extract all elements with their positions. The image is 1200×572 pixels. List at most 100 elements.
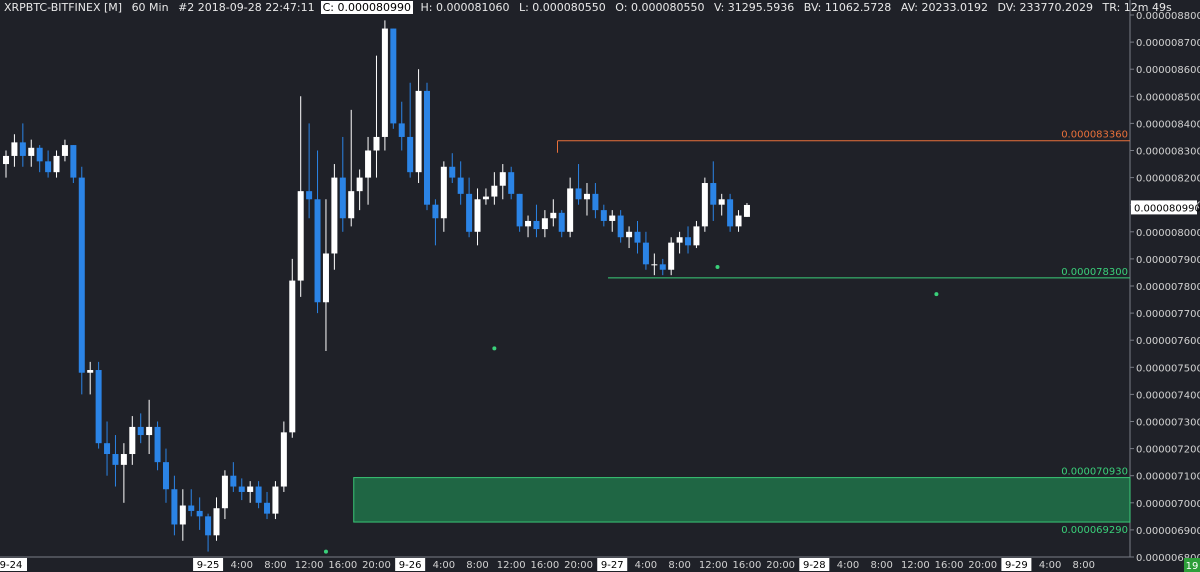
candle[interactable]	[398, 101, 405, 151]
candle[interactable]	[289, 258, 296, 438]
candle[interactable]	[390, 28, 397, 129]
candle[interactable]	[95, 361, 102, 449]
resistance-level[interactable]: 0.000083360	[557, 130, 1130, 153]
candle[interactable]	[213, 497, 220, 541]
candle[interactable]	[508, 166, 515, 200]
candle[interactable]	[28, 139, 35, 167]
candle[interactable]	[146, 399, 153, 455]
candle[interactable]	[600, 204, 607, 227]
candle[interactable]	[491, 172, 498, 205]
candle[interactable]	[381, 20, 388, 151]
candle[interactable]	[129, 416, 136, 465]
candle[interactable]	[348, 109, 355, 227]
candle[interactable]	[280, 421, 287, 492]
candle[interactable]	[626, 226, 633, 249]
candle[interactable]	[61, 139, 68, 162]
candle[interactable]	[36, 145, 43, 173]
candle[interactable]	[306, 123, 313, 219]
candle[interactable]	[339, 136, 346, 232]
candle[interactable]	[592, 183, 599, 219]
candle[interactable]	[230, 462, 237, 492]
candle[interactable]	[558, 210, 565, 238]
demand-zone[interactable]: 0.000070930 0.000069290	[353, 467, 1131, 536]
candle[interactable]	[112, 435, 119, 487]
candle[interactable]	[474, 188, 481, 246]
candle[interactable]	[154, 421, 161, 471]
candle[interactable]	[53, 150, 60, 178]
candle[interactable]	[634, 220, 641, 254]
candle[interactable]	[188, 489, 195, 517]
candle[interactable]	[710, 161, 717, 221]
candle[interactable]	[533, 204, 540, 238]
candle[interactable]	[373, 55, 380, 178]
candle[interactable]	[11, 134, 18, 167]
candle[interactable]	[205, 513, 212, 552]
candle[interactable]	[735, 210, 742, 232]
candle[interactable]	[567, 177, 574, 238]
time-axis[interactable]: 9-9-24 9-25 4:00 8:00 12:00 16:00 20:00 9-26 4:0…	[0, 558, 1095, 571]
candle[interactable]	[247, 481, 254, 503]
candle[interactable]	[685, 226, 692, 254]
candle[interactable]	[743, 203, 750, 217]
candle[interactable]	[322, 199, 329, 352]
demand-zone-rect[interactable]	[353, 477, 1131, 523]
candle[interactable]	[3, 150, 9, 178]
candle[interactable]	[609, 210, 616, 232]
support-level[interactable]: 0.000078300	[608, 267, 1130, 279]
candle-body	[120, 454, 127, 465]
candle[interactable]	[676, 231, 683, 254]
candle[interactable]	[137, 413, 144, 444]
candle[interactable]	[718, 193, 725, 216]
candle[interactable]	[575, 164, 582, 205]
candle[interactable]	[120, 443, 127, 503]
candle[interactable]	[642, 231, 649, 270]
candle[interactable]	[221, 470, 228, 520]
candle[interactable]	[272, 481, 279, 520]
candle[interactable]	[541, 210, 548, 238]
candle[interactable]	[331, 164, 338, 270]
candle[interactable]	[415, 69, 422, 184]
candle[interactable]	[583, 183, 590, 216]
candle[interactable]	[171, 475, 178, 536]
candle[interactable]	[482, 188, 489, 205]
candle[interactable]	[499, 164, 506, 200]
candle[interactable]	[651, 253, 658, 276]
symbol-label[interactable]: XRPBTC-BITFINEX [M]	[4, 1, 123, 14]
candle[interactable]	[162, 448, 169, 503]
candle[interactable]	[617, 210, 624, 243]
candle[interactable]	[356, 169, 363, 211]
candle[interactable]	[440, 161, 447, 232]
corner-badge[interactable]: 19	[1184, 558, 1200, 572]
candle[interactable]	[70, 145, 77, 184]
candle[interactable]	[87, 361, 94, 395]
candle[interactable]	[297, 96, 304, 297]
candle[interactable]	[238, 478, 245, 501]
candle[interactable]	[466, 177, 473, 238]
candle[interactable]	[255, 481, 262, 509]
candle[interactable]	[19, 123, 26, 167]
candle[interactable]	[104, 421, 111, 476]
candle[interactable]	[457, 161, 464, 205]
candle[interactable]	[432, 199, 439, 246]
candle[interactable]	[701, 177, 708, 232]
candle[interactable]	[78, 166, 85, 395]
candle[interactable]	[668, 237, 675, 276]
candle[interactable]	[365, 136, 372, 205]
candle[interactable]	[659, 258, 666, 276]
candle[interactable]	[424, 82, 430, 211]
candle[interactable]	[449, 153, 456, 184]
candle[interactable]	[693, 220, 700, 249]
candle[interactable]	[179, 489, 186, 541]
interval-label[interactable]: 60 Min	[131, 1, 169, 14]
candle[interactable]	[516, 193, 523, 232]
candle[interactable]	[264, 491, 271, 520]
candle[interactable]	[407, 82, 414, 178]
candle[interactable]	[45, 150, 52, 178]
candle[interactable]	[550, 199, 557, 227]
candle[interactable]	[196, 497, 203, 530]
candle[interactable]	[525, 215, 532, 238]
candle[interactable]	[727, 193, 734, 232]
candle[interactable]	[314, 150, 321, 314]
